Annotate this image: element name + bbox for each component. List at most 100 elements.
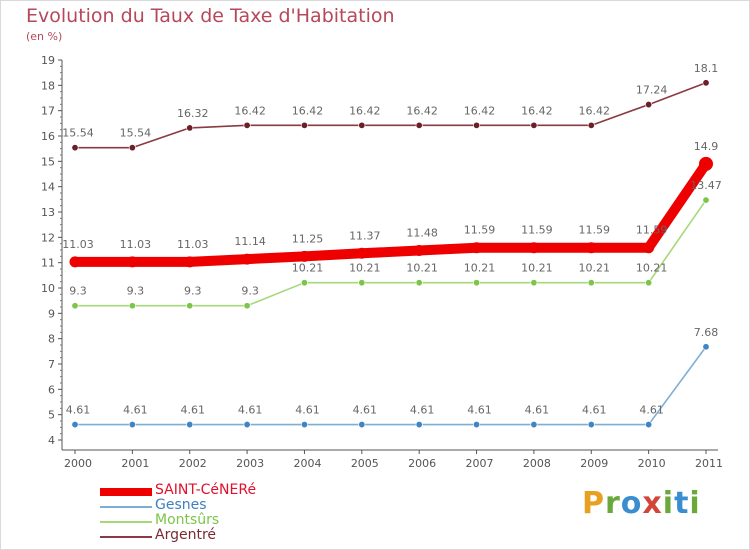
- data-label: 11.59: [521, 224, 553, 237]
- data-point: [702, 196, 710, 204]
- data-point: [415, 279, 423, 287]
- data-label: 4.61: [66, 404, 91, 417]
- data-label: 10.21: [406, 262, 438, 275]
- data-point: [415, 421, 423, 429]
- data-point: [356, 247, 368, 259]
- y-tick-label: 9: [48, 307, 55, 320]
- data-label: 4.61: [295, 404, 320, 417]
- x-tick-label: 2003: [236, 457, 264, 470]
- y-tick-label: 13: [41, 206, 55, 219]
- data-label: 10.21: [349, 262, 381, 275]
- data-label: 16.32: [177, 107, 209, 120]
- series-line-Gesnes: [74, 345, 707, 426]
- data-point: [128, 421, 136, 429]
- x-tick-label: 2001: [121, 457, 149, 470]
- data-point: [643, 242, 655, 254]
- data-point: [473, 279, 481, 287]
- series-line-SAINT-CéNERé: [70, 158, 711, 267]
- data-point: [645, 101, 653, 109]
- x-tick-label: 2005: [351, 457, 379, 470]
- data-label: 13.47: [690, 179, 722, 192]
- data-label: 16.42: [234, 104, 266, 117]
- data-point: [300, 279, 308, 287]
- data-label: 11.25: [292, 232, 324, 245]
- proxiti-logo: Proxiti: [582, 486, 701, 521]
- data-point: [699, 156, 713, 171]
- data-point: [69, 256, 81, 268]
- data-label: 16.42: [406, 104, 438, 117]
- legend-swatch: [100, 536, 152, 538]
- data-point: [128, 144, 136, 152]
- x-tick-label: 2006: [408, 457, 436, 470]
- legend-swatch: [100, 488, 152, 496]
- x-tick-label: 2007: [466, 457, 494, 470]
- data-point: [587, 421, 595, 429]
- data-point: [702, 79, 710, 87]
- data-label: 16.42: [292, 104, 324, 117]
- data-point: [473, 121, 481, 129]
- data-label: 11.14: [234, 235, 266, 248]
- legend-label: Gesnes: [155, 497, 207, 513]
- data-label: 11.59: [636, 224, 668, 237]
- data-point: [126, 256, 138, 268]
- y-tick-label: 6: [48, 383, 55, 396]
- chart-subtitle: (en %): [26, 30, 63, 43]
- data-label: 4.61: [123, 404, 148, 417]
- data-point: [530, 279, 538, 287]
- x-tick-label: 2010: [638, 457, 666, 470]
- data-label: 10.21: [579, 262, 611, 275]
- data-label: 10.21: [464, 262, 496, 275]
- x-tick-label: 2002: [179, 457, 207, 470]
- x-tick-label: 2011: [695, 457, 723, 470]
- logo-letter: o: [620, 486, 643, 521]
- legend-swatch: [100, 521, 152, 523]
- data-point: [300, 121, 308, 129]
- data-point: [243, 421, 251, 429]
- data-label: 4.61: [410, 404, 435, 417]
- legend-label: Argentré: [155, 527, 217, 543]
- data-point: [298, 250, 310, 262]
- data-point: [243, 302, 251, 310]
- data-label: 7.68: [694, 326, 719, 339]
- legend-swatch: [100, 506, 152, 508]
- data-point: [471, 242, 483, 254]
- data-label: 4.61: [180, 404, 205, 417]
- y-tick-label: 5: [48, 409, 55, 422]
- data-label: 10.21: [636, 262, 668, 275]
- data-label: 14.9: [694, 140, 719, 153]
- legend-item: SAINT-CéNERé: [100, 482, 300, 500]
- data-point: [128, 302, 136, 310]
- y-tick-label: 11: [41, 257, 55, 270]
- logo-letter: r: [605, 486, 621, 521]
- x-tick-label: 2008: [523, 457, 551, 470]
- data-label: 11.59: [579, 224, 611, 237]
- logo-letter: i: [662, 486, 675, 521]
- legend-item: Gesnes: [100, 497, 300, 515]
- data-label: 4.61: [467, 404, 492, 417]
- data-label: 4.61: [353, 404, 378, 417]
- data-label: 10.21: [521, 262, 553, 275]
- y-tick-label: 8: [48, 333, 55, 346]
- data-point: [645, 421, 653, 429]
- y-tick-label: 14: [41, 181, 55, 194]
- data-point: [530, 121, 538, 129]
- data-point: [358, 121, 366, 129]
- data-label: 15.54: [120, 127, 152, 140]
- y-tick-label: 4: [48, 434, 55, 447]
- data-point: [241, 253, 253, 265]
- data-point: [71, 421, 79, 429]
- data-point: [186, 421, 194, 429]
- logo-letter: P: [582, 486, 605, 521]
- data-label: 11.03: [62, 238, 94, 251]
- data-label: 4.61: [238, 404, 263, 417]
- data-point: [71, 144, 79, 152]
- data-label: 16.42: [464, 104, 496, 117]
- legend-label: SAINT-CéNERé: [155, 482, 257, 498]
- data-label: 4.61: [525, 404, 550, 417]
- data-label: 16.42: [349, 104, 381, 117]
- data-label: 16.42: [521, 104, 553, 117]
- x-tick-label: 2009: [580, 457, 608, 470]
- data-point: [702, 343, 710, 351]
- y-tick-label: 19: [41, 54, 55, 67]
